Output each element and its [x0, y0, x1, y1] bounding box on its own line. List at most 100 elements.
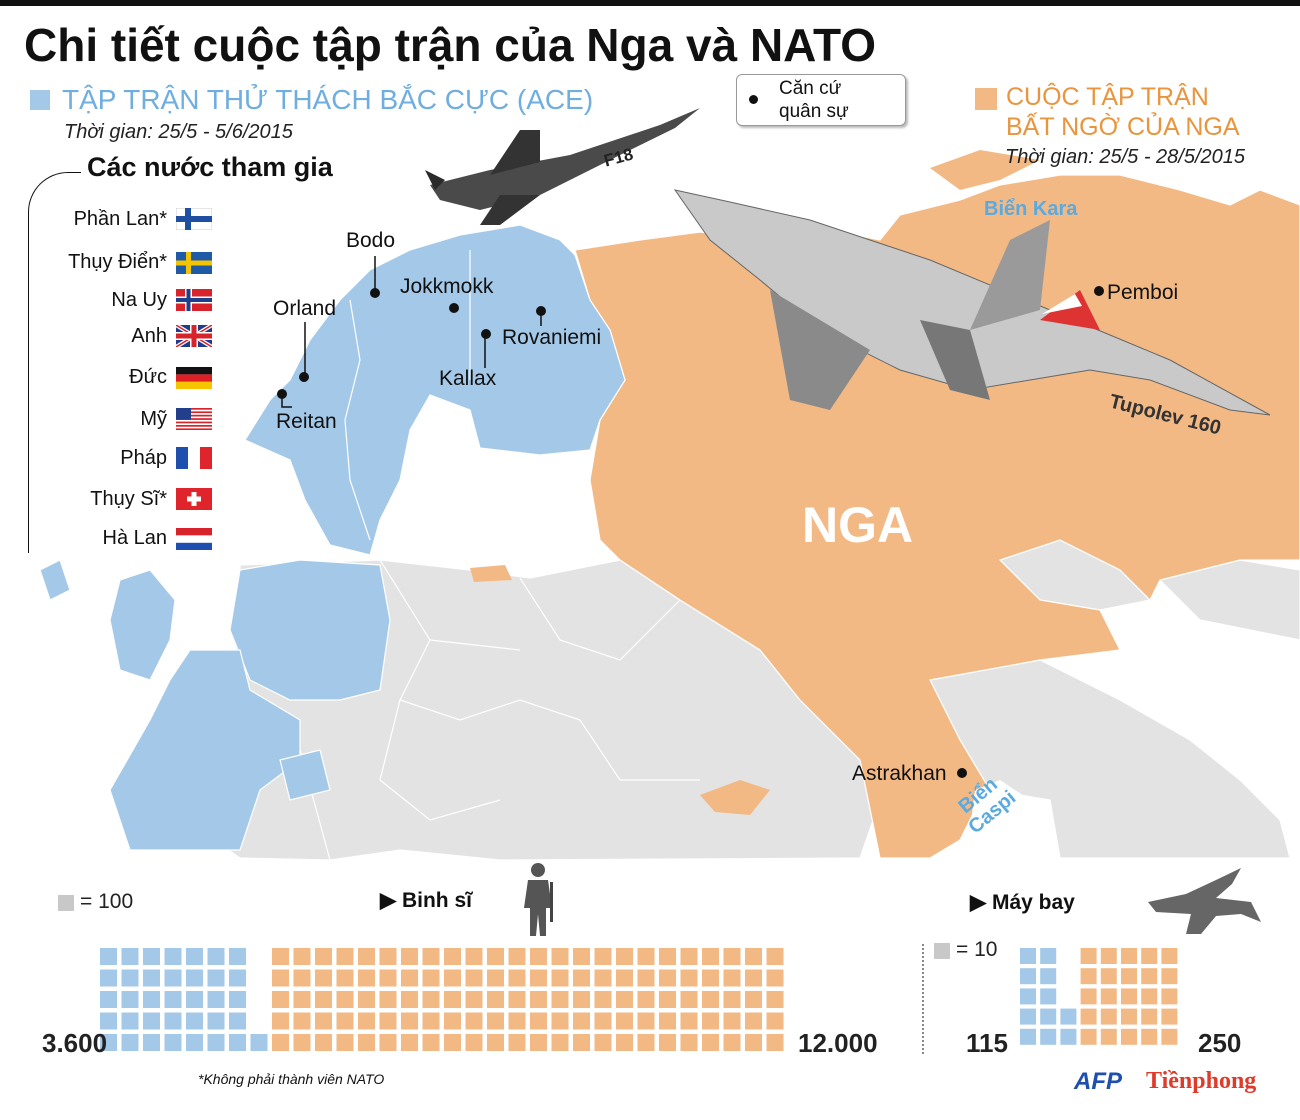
jokkmokk-label: Jokkmokk — [400, 275, 494, 298]
soldier-russia-unit — [422, 1012, 440, 1030]
aircraft-russia-unit — [1121, 948, 1137, 964]
soldier-russia-unit — [573, 1034, 590, 1051]
soldier-russia-unit — [315, 991, 332, 1008]
soldier-russia-unit — [723, 948, 741, 965]
soldier-ace-unit — [186, 969, 203, 987]
top-bar — [0, 0, 1300, 6]
base-legend-label: Căn cứ quân sự — [779, 77, 849, 123]
soldier-ace-unit — [207, 969, 225, 987]
country-germany: Đức — [129, 366, 167, 388]
kallax-label: Kallax — [439, 367, 497, 390]
finland-flag-icon — [176, 208, 212, 230]
soldier-russia-unit — [702, 1012, 719, 1030]
soldier-russia-unit — [702, 991, 719, 1008]
soldier-russia-unit — [401, 948, 418, 965]
soldier-ace-unit — [143, 991, 160, 1008]
soldier-russia-unit — [637, 991, 655, 1008]
russia-exercise-title: CUỘC TẬP TRẬN BẤT NGỜ CỦA NGA — [1006, 82, 1240, 142]
sweden-flag-icon — [176, 252, 212, 274]
aircraft-waffle-chart — [1020, 948, 1178, 1045]
soldier-russia-unit — [315, 1012, 332, 1030]
soldier-russia-unit — [379, 991, 397, 1008]
soldier-russia-unit — [530, 948, 547, 965]
soldier-ace-unit — [164, 1012, 182, 1030]
aircraft-russia-unit — [1100, 948, 1117, 964]
soldier-russia-unit — [637, 1012, 655, 1030]
soldier-russia-unit — [444, 991, 461, 1008]
soldier-russia-unit — [508, 991, 526, 1008]
orland-label: Orland — [273, 297, 337, 320]
soldier-russia-unit — [680, 948, 698, 965]
aircraft-russia-unit — [1141, 1008, 1158, 1025]
soldier-russia-unit — [766, 969, 784, 987]
astrakhan-label: Astrakhan — [852, 762, 947, 785]
soldier-russia-unit — [444, 1012, 461, 1030]
base-legend: Căn cứ quân sự — [736, 74, 906, 126]
participants-title: Các nước tham gia — [87, 152, 333, 182]
soldier-russia-unit — [766, 1012, 784, 1030]
soldier-russia-unit — [293, 948, 311, 965]
soldier-russia-unit — [358, 1034, 375, 1051]
soldier-russia-unit — [637, 948, 655, 965]
aircraft-russia-unit — [1161, 968, 1178, 985]
soldier-russia-unit — [680, 969, 698, 987]
soldier-russia-unit — [315, 969, 332, 987]
soldier-russia-unit — [745, 991, 762, 1008]
soldier-ace-unit — [143, 969, 160, 987]
soldier-russia-unit — [465, 991, 483, 1008]
soldier-russia-unit — [594, 991, 612, 1008]
crimea — [700, 780, 770, 815]
soldier-russia-unit — [465, 948, 483, 965]
soldier-russia-unit — [336, 991, 354, 1008]
soldier-russia-unit — [723, 1012, 741, 1030]
aircraft-russia-unit — [1080, 1008, 1097, 1025]
ace-exercise-time: Thời gian: 25/5 - 5/6/2015 — [64, 121, 293, 143]
soldier-russia-unit — [745, 948, 762, 965]
soldier-ace-unit — [207, 1012, 225, 1030]
aircraft-ace-unit — [1040, 968, 1057, 985]
aircraft-russia-unit — [1100, 988, 1117, 1005]
aircraft-ace-unit — [1020, 988, 1036, 1005]
soldier-russia-unit — [358, 1012, 375, 1030]
soldier-russia-unit — [659, 991, 676, 1008]
soldier-russia-unit — [465, 969, 483, 987]
soldier-russia-unit — [272, 991, 289, 1008]
soldier-russia-unit — [293, 991, 311, 1008]
soldier-russia-unit — [551, 1012, 569, 1030]
kara-sea-label: Biển Kara — [984, 198, 1078, 220]
aircraft-ace-unit — [1020, 968, 1036, 985]
germany-flag-icon — [176, 367, 212, 389]
aircraft-russia-unit — [1121, 968, 1137, 985]
soldier-russia-unit — [530, 991, 547, 1008]
soldier-russia-unit — [336, 969, 354, 987]
tienphong-logo: Tiềnphong — [1146, 1068, 1257, 1094]
kaliningrad — [470, 565, 512, 582]
soldier-ace-unit — [229, 969, 246, 987]
france-flag-icon — [176, 447, 212, 469]
russia-north-coast — [930, 150, 1040, 190]
soldier-russia-unit — [702, 948, 719, 965]
aircraft-unit-label: = 10 — [956, 938, 998, 961]
bodo-base-dot — [370, 288, 380, 298]
soldier-russia-unit — [616, 969, 633, 987]
f18-jet-image — [425, 108, 700, 225]
rovaniemi-label: Rovaniemi — [502, 326, 602, 349]
soldier-russia-unit — [272, 1012, 289, 1030]
soldier-russia-unit — [637, 1034, 655, 1051]
soldier-ace-unit — [100, 1012, 117, 1030]
soldier-russia-unit — [594, 1034, 612, 1051]
soldier-ace-unit — [250, 1034, 268, 1051]
soldier-ace-unit — [186, 991, 203, 1008]
aircraft-russia-unit — [1100, 968, 1117, 985]
soldier-russia-unit — [745, 1012, 762, 1030]
soldier-russia-unit — [487, 1034, 504, 1051]
soldier-russia-unit — [594, 1012, 612, 1030]
norway-flag-icon — [176, 289, 212, 311]
astrakhan-base-dot — [957, 768, 967, 778]
aircraft-russia-unit — [1100, 1028, 1117, 1045]
soldier-russia-unit — [293, 969, 311, 987]
soldier-russia-unit — [616, 1012, 633, 1030]
country-uk: Anh — [131, 325, 167, 347]
caspian-sea — [970, 780, 1040, 858]
